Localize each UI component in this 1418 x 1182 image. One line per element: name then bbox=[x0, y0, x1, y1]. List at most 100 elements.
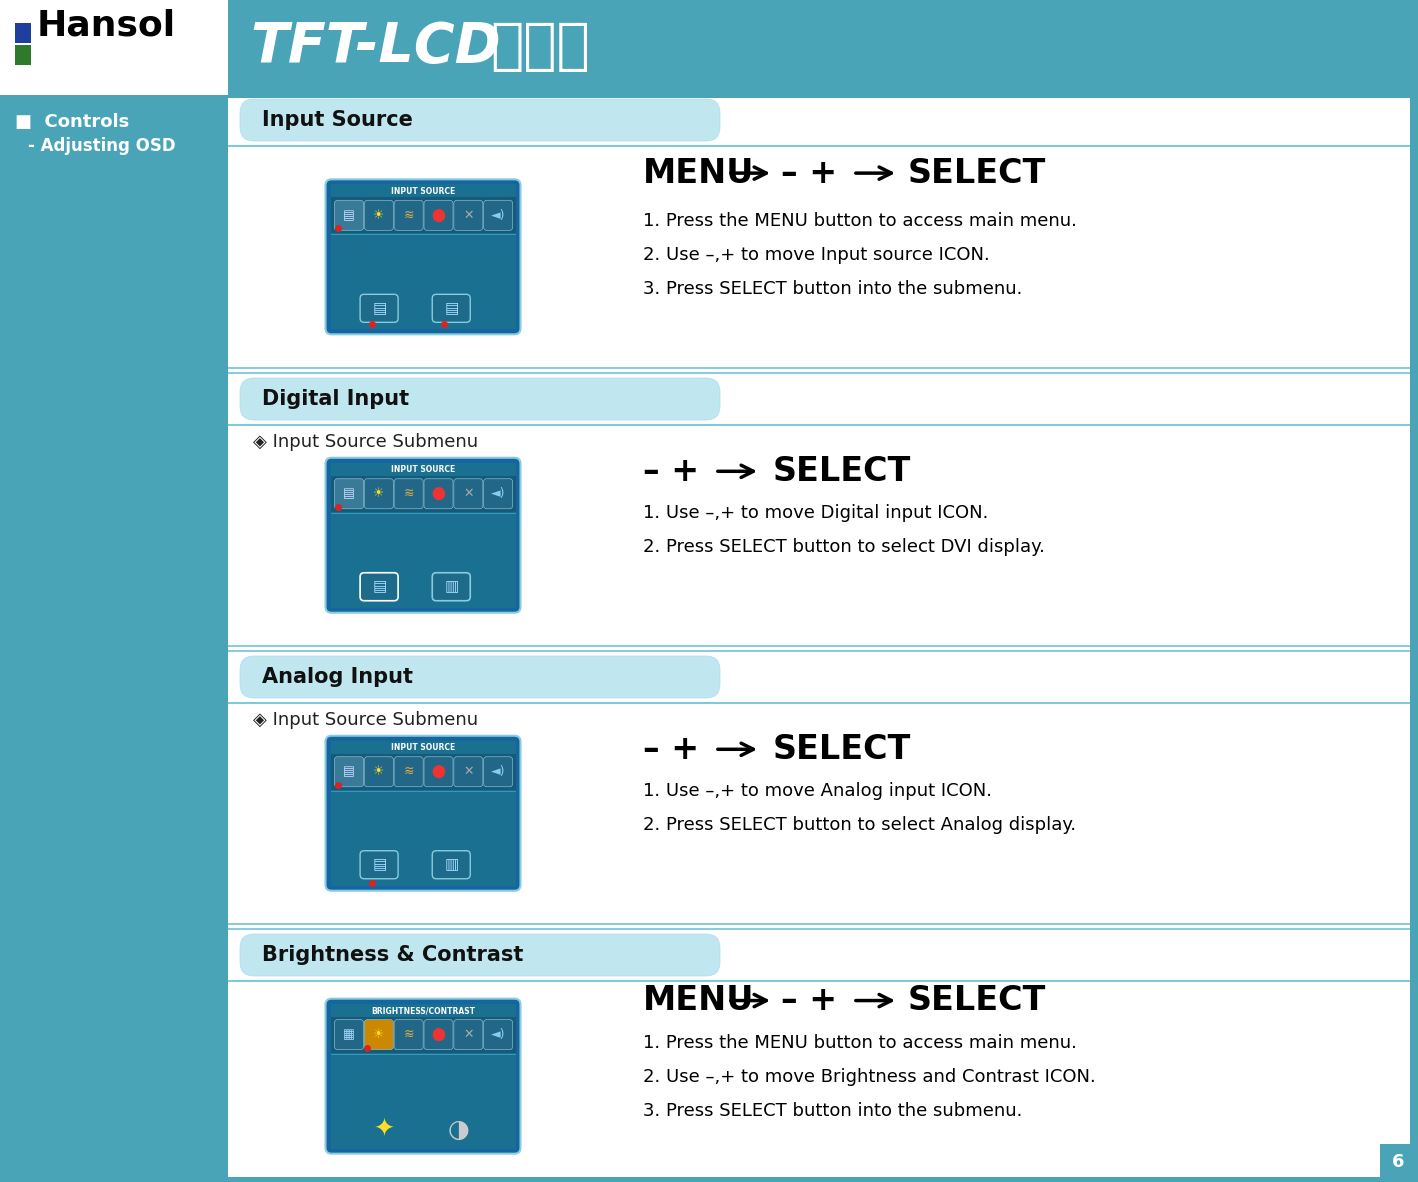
FancyBboxPatch shape bbox=[240, 378, 720, 420]
Text: ☀: ☀ bbox=[373, 1028, 384, 1041]
Text: ▤: ▤ bbox=[343, 765, 354, 778]
Text: – +: – + bbox=[642, 733, 699, 766]
Text: BRIGHTNESS/CONTRAST: BRIGHTNESS/CONTRAST bbox=[372, 1006, 475, 1015]
Text: ▤: ▤ bbox=[373, 857, 387, 872]
Bar bbox=[330, 197, 516, 233]
FancyBboxPatch shape bbox=[424, 1020, 452, 1050]
Text: ■  Controls: ■ Controls bbox=[16, 113, 129, 131]
Bar bbox=[330, 462, 516, 608]
Text: ≋: ≋ bbox=[403, 765, 414, 778]
Text: SELECT: SELECT bbox=[908, 157, 1046, 189]
Text: ◈ Input Source Submenu: ◈ Input Source Submenu bbox=[252, 712, 478, 729]
Bar bbox=[228, 645, 1409, 647]
Text: ⬤: ⬤ bbox=[431, 209, 445, 222]
FancyBboxPatch shape bbox=[432, 294, 471, 323]
Text: ≋: ≋ bbox=[403, 487, 414, 500]
FancyBboxPatch shape bbox=[394, 1020, 423, 1050]
FancyBboxPatch shape bbox=[326, 735, 520, 891]
Bar bbox=[330, 184, 516, 330]
Text: ▤: ▤ bbox=[343, 487, 354, 500]
FancyBboxPatch shape bbox=[240, 934, 720, 976]
Bar bbox=[330, 741, 516, 885]
Text: ▤: ▤ bbox=[373, 579, 387, 595]
FancyBboxPatch shape bbox=[326, 457, 520, 612]
Text: 6: 6 bbox=[1391, 1152, 1404, 1171]
Text: 3. Press SELECT button into the submenu.: 3. Press SELECT button into the submenu. bbox=[642, 280, 1022, 298]
Text: Digital Input: Digital Input bbox=[262, 389, 410, 409]
Text: 3. Press SELECT button into the submenu.: 3. Press SELECT button into the submenu. bbox=[642, 1103, 1022, 1121]
Text: ▦: ▦ bbox=[343, 1028, 354, 1041]
Bar bbox=[228, 702, 1409, 704]
Text: ☀: ☀ bbox=[373, 209, 384, 222]
Text: ◑: ◑ bbox=[447, 1118, 469, 1142]
Text: ✦: ✦ bbox=[373, 1118, 394, 1142]
FancyBboxPatch shape bbox=[454, 756, 484, 787]
Text: – +: – + bbox=[642, 455, 699, 488]
FancyBboxPatch shape bbox=[454, 1020, 484, 1050]
Text: ▤: ▤ bbox=[343, 209, 354, 222]
Text: Hansol: Hansol bbox=[37, 9, 176, 43]
Text: MENU: MENU bbox=[642, 985, 754, 1017]
Text: – +: – + bbox=[781, 157, 837, 189]
FancyBboxPatch shape bbox=[484, 1020, 513, 1050]
FancyBboxPatch shape bbox=[335, 1020, 363, 1050]
Bar bbox=[228, 424, 1409, 426]
Text: ☀: ☀ bbox=[373, 765, 384, 778]
FancyBboxPatch shape bbox=[335, 756, 363, 787]
Text: ✕: ✕ bbox=[464, 1028, 474, 1041]
FancyBboxPatch shape bbox=[335, 200, 363, 230]
Text: Analog Input: Analog Input bbox=[262, 667, 413, 687]
Text: INPUT SOURCE: INPUT SOURCE bbox=[391, 187, 455, 196]
FancyBboxPatch shape bbox=[360, 851, 398, 878]
Text: ◄): ◄) bbox=[491, 1028, 505, 1041]
FancyBboxPatch shape bbox=[394, 200, 423, 230]
Bar bbox=[228, 1177, 1409, 1182]
Text: Brightness & Contrast: Brightness & Contrast bbox=[262, 944, 523, 965]
Bar bbox=[330, 754, 516, 790]
Bar bbox=[228, 372, 1409, 374]
Bar bbox=[16, 45, 31, 65]
Text: ◈ Input Source Submenu: ◈ Input Source Submenu bbox=[252, 433, 478, 452]
FancyBboxPatch shape bbox=[454, 200, 484, 230]
Text: 모니터: 모니터 bbox=[491, 20, 590, 74]
Text: ▤: ▤ bbox=[445, 301, 459, 316]
Text: SELECT: SELECT bbox=[773, 455, 912, 488]
Text: INPUT SOURCE: INPUT SOURCE bbox=[391, 466, 455, 474]
Bar bbox=[228, 650, 1409, 652]
Bar bbox=[330, 475, 516, 512]
Text: ▥: ▥ bbox=[445, 857, 459, 872]
FancyBboxPatch shape bbox=[432, 573, 471, 600]
Bar bbox=[0, 0, 1418, 95]
Text: 1. Press the MENU button to access main menu.: 1. Press the MENU button to access main … bbox=[642, 1034, 1076, 1052]
FancyBboxPatch shape bbox=[432, 851, 471, 878]
FancyBboxPatch shape bbox=[335, 479, 363, 508]
Text: SELECT: SELECT bbox=[773, 733, 912, 766]
Text: ≋: ≋ bbox=[403, 1028, 414, 1041]
Text: ✕: ✕ bbox=[464, 209, 474, 222]
Bar bbox=[330, 1004, 516, 1149]
Bar bbox=[1409, 95, 1418, 1182]
FancyBboxPatch shape bbox=[364, 756, 393, 787]
Text: Input Source: Input Source bbox=[262, 110, 413, 130]
Text: 2. Use –,+ to move Brightness and Contrast ICON.: 2. Use –,+ to move Brightness and Contra… bbox=[642, 1069, 1096, 1086]
Bar bbox=[228, 145, 1409, 147]
FancyBboxPatch shape bbox=[424, 756, 452, 787]
Bar bbox=[1380, 1144, 1417, 1180]
Bar bbox=[228, 980, 1409, 982]
FancyBboxPatch shape bbox=[240, 656, 720, 699]
Text: ⬤: ⬤ bbox=[431, 487, 445, 500]
Bar bbox=[330, 1017, 516, 1053]
Bar bbox=[228, 95, 1418, 98]
Bar bbox=[228, 923, 1409, 926]
Text: SELECT: SELECT bbox=[908, 985, 1046, 1017]
FancyBboxPatch shape bbox=[240, 99, 720, 141]
FancyBboxPatch shape bbox=[364, 200, 393, 230]
FancyBboxPatch shape bbox=[394, 756, 423, 787]
FancyBboxPatch shape bbox=[424, 200, 452, 230]
Text: 2. Press SELECT button to select DVI display.: 2. Press SELECT button to select DVI dis… bbox=[642, 538, 1045, 556]
FancyBboxPatch shape bbox=[394, 479, 423, 508]
Text: 1. Use –,+ to move Digital input ICON.: 1. Use –,+ to move Digital input ICON. bbox=[642, 504, 988, 522]
Text: INPUT SOURCE: INPUT SOURCE bbox=[391, 743, 455, 752]
Bar bbox=[228, 928, 1409, 930]
Bar bbox=[16, 22, 31, 43]
